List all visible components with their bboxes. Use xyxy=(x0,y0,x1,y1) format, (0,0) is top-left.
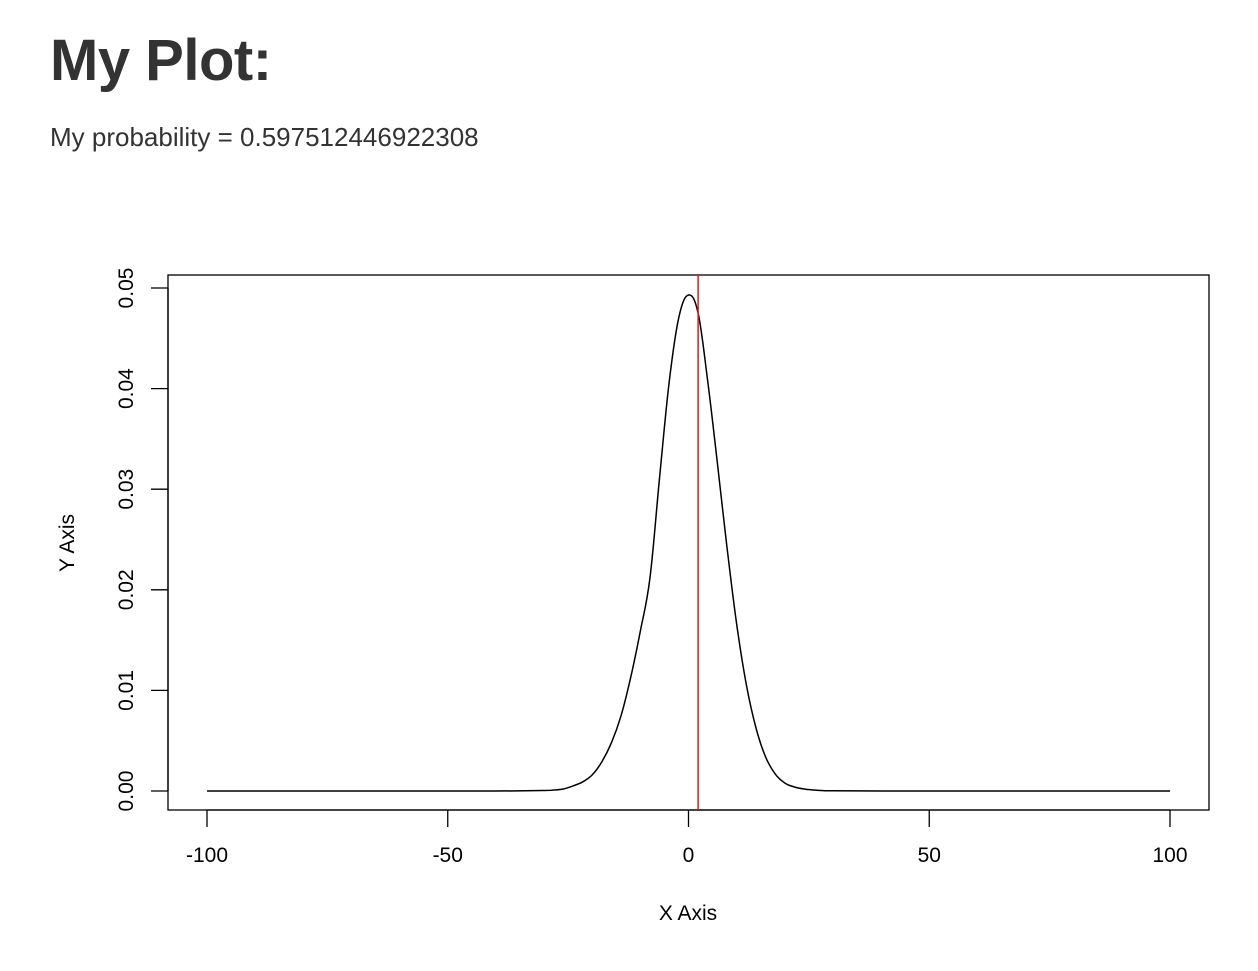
density-curve xyxy=(206,294,1170,792)
page-title: My Plot: xyxy=(50,28,272,93)
y-tick-label: 0.02 xyxy=(115,569,138,610)
y-tick-label: 0.03 xyxy=(115,469,138,510)
x-axis-label: X Axis xyxy=(659,902,717,925)
x-axis: -100 -50 0 50 100 xyxy=(186,809,1188,867)
y-tick-label: 0.04 xyxy=(115,368,138,409)
series-layer xyxy=(206,294,1170,792)
probability-value: 0.597512446922308 xyxy=(240,122,479,152)
y-tick-label: 0.01 xyxy=(115,670,138,711)
y-axis-label: Y Axis xyxy=(56,514,79,572)
x-tick-label: 0 xyxy=(683,844,695,867)
plot-frame xyxy=(167,274,1210,811)
probability-text: My probability = 0.597512446922308 xyxy=(50,122,479,153)
x-tick-label: -100 xyxy=(186,844,228,867)
y-tick-label: 0.05 xyxy=(115,268,138,309)
x-tick-label: -50 xyxy=(433,844,463,867)
x-tick-label: 100 xyxy=(1152,844,1187,867)
probability-label: My probability = xyxy=(50,122,241,152)
x-tick-label: 50 xyxy=(918,844,941,867)
y-axis: 0.00 0.01 0.02 0.03 0.04 0.05 xyxy=(115,268,169,812)
y-tick-label: 0.00 xyxy=(115,771,138,812)
